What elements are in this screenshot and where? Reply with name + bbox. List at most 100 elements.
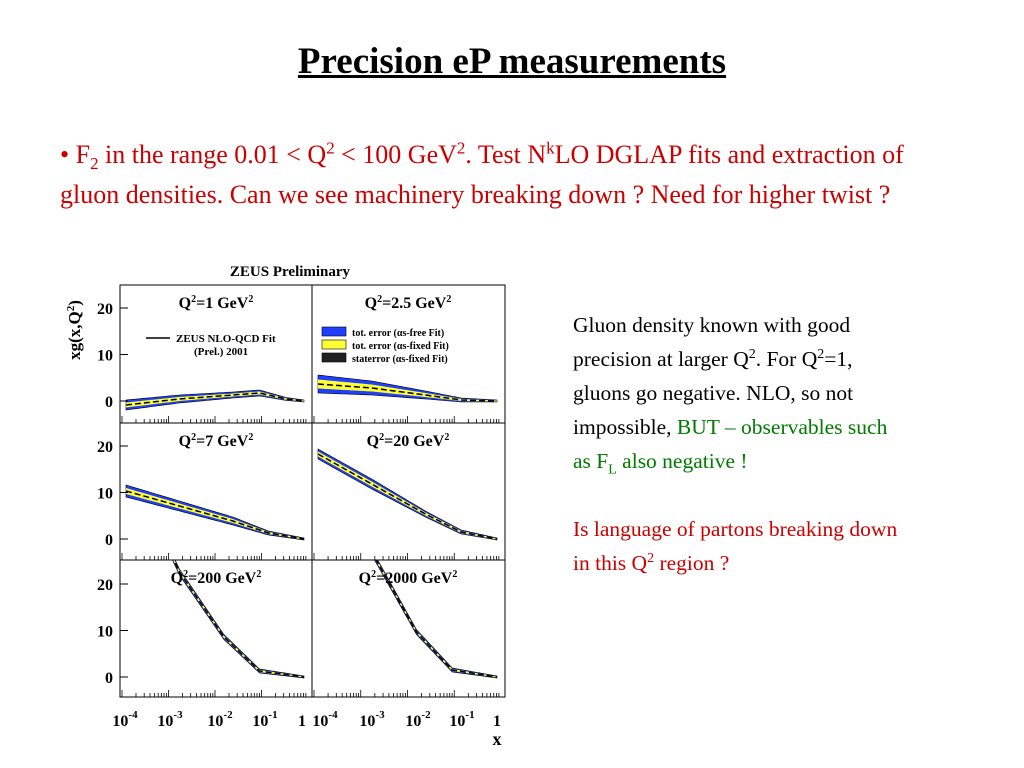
superscript: -1 — [268, 709, 277, 721]
text: < 100 GeV — [334, 140, 457, 169]
error-band — [172, 560, 305, 679]
text: LO DGLAP fits and extraction of gluon de… — [60, 140, 904, 209]
superscript: 2 — [191, 432, 196, 443]
superscript: 2 — [371, 569, 376, 580]
superscript: -3 — [173, 709, 183, 721]
text: Q — [359, 570, 371, 587]
x-tick-label: 10-3 — [157, 709, 183, 730]
superscript: -1 — [465, 709, 474, 721]
superscript: 2 — [446, 294, 451, 305]
superscript: -2 — [223, 709, 233, 721]
panel-plot — [125, 484, 305, 541]
text: =2000 GeV — [376, 570, 453, 587]
y-tick-label: 20 — [97, 439, 113, 456]
text: 1 — [298, 713, 306, 730]
error-band — [126, 391, 304, 408]
text: 10 — [252, 713, 268, 730]
y-tick-label: 10 — [97, 486, 113, 503]
panel-label: Q2=200 GeV2 — [171, 569, 262, 587]
superscript: 2 — [456, 138, 466, 158]
panel-plot — [374, 560, 498, 679]
superscript: -4 — [128, 709, 138, 721]
panel-plot — [172, 560, 305, 679]
x-axis-label: x — [493, 729, 502, 749]
y-tick-label: 10 — [97, 348, 113, 365]
bullet: • F2 in the range 0.01 < Q2 < 100 GeV2. … — [60, 135, 960, 215]
fit-curve — [125, 392, 305, 406]
text: • F — [60, 140, 91, 169]
legend-text: (Prel.) 2001 — [194, 346, 248, 358]
superscript: 2 — [65, 305, 77, 311]
legend-text: tot. error (αs-fixed Fit) — [352, 341, 449, 352]
text: =2.5 GeV — [382, 295, 447, 312]
text: region ? — [654, 551, 730, 575]
text: Q — [179, 433, 191, 450]
text: Is language of partons breaking down in … — [573, 517, 898, 575]
text: 10 — [359, 713, 375, 730]
superscript: -2 — [421, 709, 431, 721]
text: . For Q — [755, 347, 818, 371]
superscript: 2 — [452, 569, 457, 580]
x-tick-label: 1 — [298, 713, 306, 730]
text: BUT – observables such as F — [573, 415, 888, 473]
text: also negative ! — [616, 449, 748, 473]
text: ) — [65, 300, 84, 306]
text: xg(x,Q — [65, 311, 84, 360]
legend-text: staterror (αs-fixed Fit) — [352, 354, 448, 365]
panel-plot — [125, 389, 305, 411]
superscript: 2 — [191, 294, 196, 305]
subscript: 2 — [90, 154, 99, 174]
superscript: 2 — [379, 432, 384, 443]
fit-curve — [317, 383, 498, 402]
fit-curve — [317, 453, 498, 540]
x-tick-label: 10-4 — [312, 709, 338, 730]
y-tick-label: 20 — [97, 577, 113, 594]
legend-swatch — [321, 352, 347, 363]
panel-label: Q2=2000 GeV2 — [359, 569, 458, 587]
text: =7 GeV — [196, 433, 249, 450]
legend-swatch — [321, 339, 347, 350]
superscript: 2 — [817, 346, 825, 362]
panel-plot — [317, 448, 498, 541]
superscript: -4 — [328, 709, 338, 721]
error-band — [317, 374, 498, 403]
text: . Test N — [465, 140, 547, 169]
text: 10 — [157, 713, 173, 730]
superscript: 2 — [326, 138, 335, 158]
y-tick-label: 10 — [97, 624, 113, 641]
error-band — [318, 379, 497, 402]
x-tick-label: 10-2 — [207, 709, 233, 730]
paragraph: Gluon density known with good precision … — [573, 308, 903, 478]
legend-text: tot. error (αs-free Fit) — [352, 328, 444, 339]
error-band — [125, 484, 305, 541]
panel-label: Q2=2.5 GeV2 — [365, 294, 452, 312]
figure-title: ZEUS Preliminary — [230, 264, 351, 280]
superscript: 2 — [256, 569, 261, 580]
text: Q — [179, 295, 191, 312]
text: =1 GeV — [196, 295, 249, 312]
x-tick-label: 1 — [493, 713, 501, 730]
superscript: -3 — [375, 709, 385, 721]
error-band — [317, 448, 498, 541]
y-tick-label: 0 — [105, 394, 113, 411]
legend-swatch — [321, 326, 347, 337]
error-band — [125, 389, 305, 411]
x-tick-label: 10-2 — [405, 709, 431, 730]
panel-plot — [317, 374, 498, 403]
text: 1 — [493, 713, 501, 730]
legend-text: ZEUS NLO-QCD Fit — [176, 333, 276, 345]
y-axis-label: xg(x,Q2) — [65, 300, 84, 360]
superscript: 2 — [444, 432, 449, 443]
error-band — [375, 560, 497, 678]
text: Gluon density known with good precision … — [573, 313, 851, 371]
superscript: 2 — [377, 294, 382, 305]
panel-label: Q2=7 GeV2 — [179, 432, 254, 450]
text: Q — [367, 433, 379, 450]
x-tick-label: 10-1 — [252, 709, 277, 730]
side-text: Gluon density known with good precision … — [573, 308, 903, 580]
error-band — [173, 560, 304, 678]
y-tick-label: 0 — [105, 532, 113, 549]
text: 10 — [312, 713, 328, 730]
